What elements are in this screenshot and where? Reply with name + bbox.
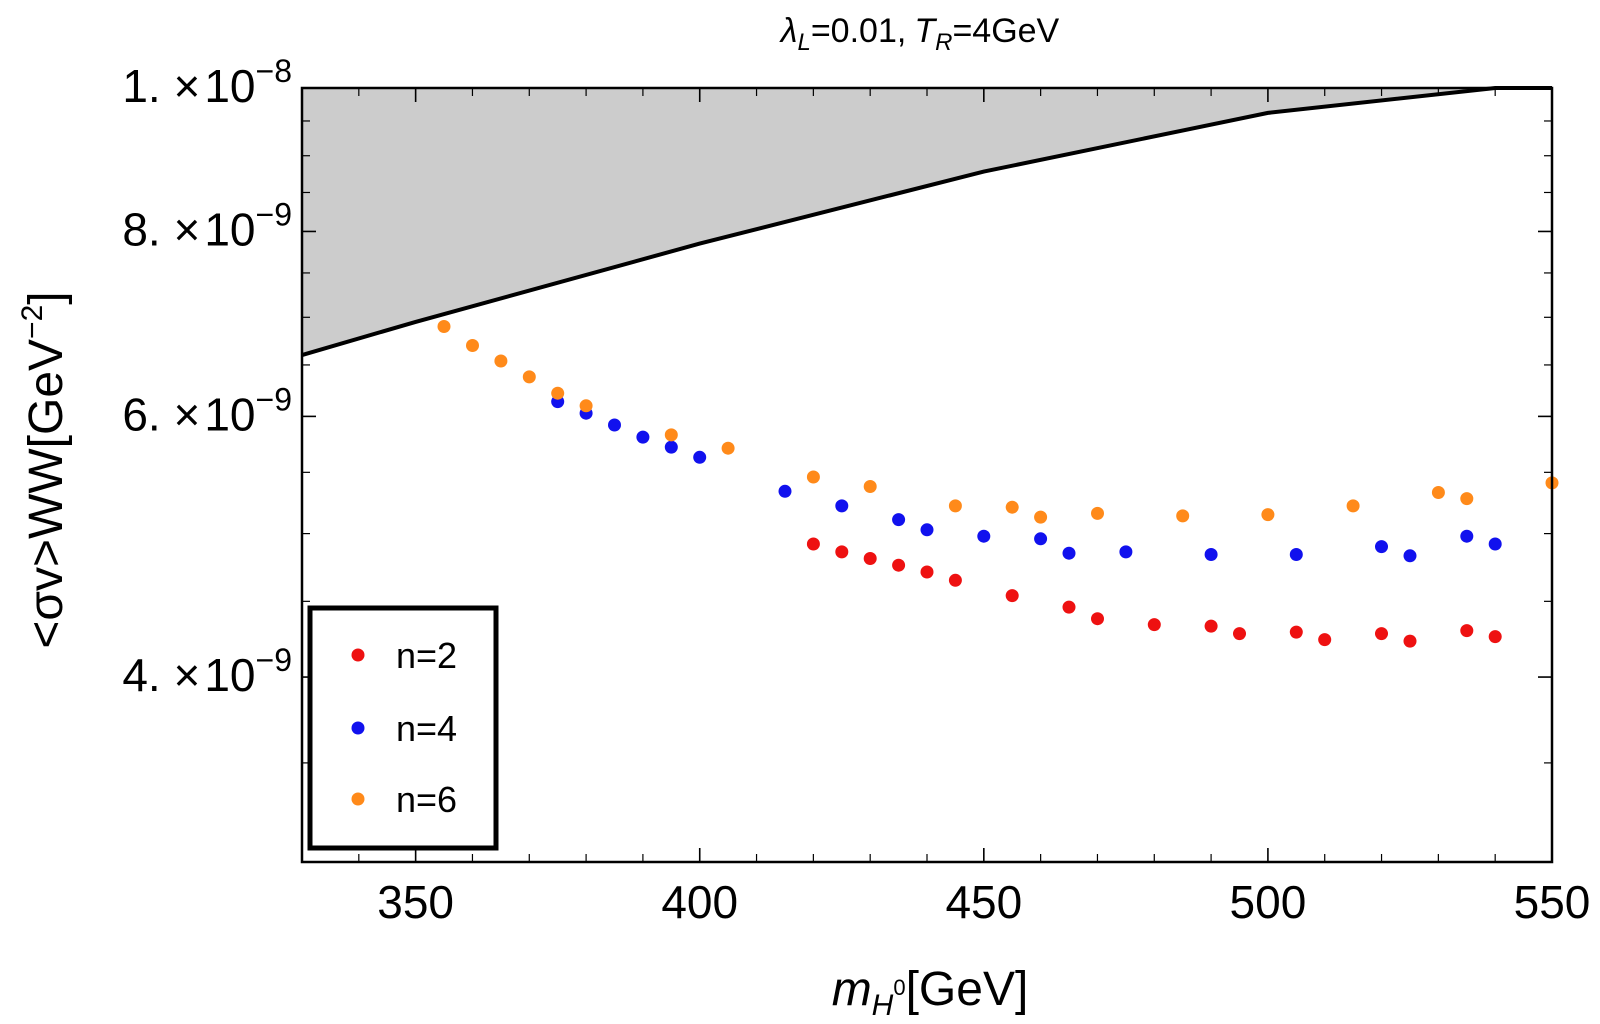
point-n4 [892, 513, 906, 527]
point-n4 [1460, 529, 1474, 543]
point-n2 [806, 537, 820, 551]
y-tick-label: 6. ×10−9 [122, 381, 292, 440]
point-n6 [1091, 506, 1104, 520]
point-n6 [948, 499, 962, 513]
point-n4 [1289, 548, 1303, 561]
x-tick-label: 400 [661, 876, 738, 928]
x-tick-label: 450 [945, 876, 1022, 928]
legend-marker-n4 [351, 721, 365, 735]
axis-ticks [302, 87, 1553, 862]
x-tick-label: 350 [377, 876, 454, 928]
point-n4 [1488, 537, 1502, 551]
point-n2 [1005, 589, 1019, 603]
point-n4 [1204, 548, 1218, 561]
point-n4 [636, 430, 650, 444]
point-n6 [1176, 509, 1190, 523]
point-n6 [806, 470, 820, 484]
point-n4 [1375, 540, 1388, 554]
y-tick-labels: 4. ×10−9 6. ×10−9 8. ×10−9 1. ×10−8 [122, 53, 292, 701]
point-n6 [494, 354, 508, 368]
point-n2 [1062, 600, 1076, 614]
point-n6 [1431, 486, 1445, 499]
point-n4 [1119, 545, 1133, 559]
point-n2 [835, 545, 849, 559]
x-axis-title: mH0[GeV] [832, 963, 1029, 1022]
point-n2 [1147, 618, 1161, 632]
point-n2 [1091, 612, 1104, 626]
point-n4 [1034, 532, 1048, 546]
legend: n=2 n=4 n=6 [307, 605, 499, 851]
legend-label-n4: n=4 [396, 708, 457, 749]
data-points [437, 320, 1559, 648]
x-tick-labels: 350 400 450 500 550 [377, 876, 1590, 928]
point-n6 [721, 441, 735, 455]
point-n4 [693, 450, 707, 464]
point-n2 [1233, 627, 1246, 641]
point-n2 [1488, 630, 1502, 644]
point-n2 [1375, 627, 1388, 641]
plot-frame [300, 86, 1554, 864]
point-n2 [1403, 634, 1417, 648]
point-n2 [863, 552, 877, 565]
point-n6 [863, 480, 877, 493]
point-n4 [608, 418, 621, 432]
chart-title: λL=0.01, TR=4GeV [779, 12, 1060, 56]
point-n6 [466, 339, 479, 352]
point-n6 [551, 386, 565, 400]
point-n2 [1289, 625, 1303, 639]
legend-marker-n2 [351, 648, 365, 662]
y-tick-label: 1. ×10−8 [122, 53, 292, 112]
point-n6 [1346, 499, 1360, 513]
point-n2 [1318, 633, 1332, 647]
point-n4 [1062, 546, 1076, 560]
point-n6 [1460, 492, 1474, 506]
point-n2 [920, 565, 934, 579]
x-tick-label: 500 [1230, 876, 1307, 928]
excluded-region [302, 88, 1552, 356]
y-axis-title: <σv>WW[GeV−2] [16, 291, 73, 648]
legend-marker-n6 [351, 792, 365, 806]
point-n4 [664, 440, 678, 454]
point-n4 [778, 484, 792, 498]
point-n2 [892, 558, 906, 572]
point-n6 [437, 320, 451, 333]
point-n4 [920, 523, 934, 537]
point-n6 [1261, 508, 1275, 522]
y-tick-label: 8. ×10−9 [122, 196, 292, 255]
point-n6 [579, 399, 593, 413]
point-n4 [977, 529, 991, 543]
point-n2 [1204, 619, 1218, 633]
legend-label-n6: n=6 [396, 779, 457, 820]
point-n2 [948, 573, 962, 587]
point-n2 [1460, 624, 1474, 638]
point-n6 [522, 370, 536, 384]
point-n6 [1034, 510, 1048, 524]
point-n6 [664, 428, 678, 442]
point-n6 [1005, 500, 1019, 514]
point-n4 [1403, 549, 1417, 563]
point-n4 [835, 499, 849, 513]
x-tick-label: 550 [1514, 876, 1591, 928]
legend-box [307, 605, 499, 851]
y-tick-label: 4. ×10−9 [122, 642, 292, 701]
legend-label-n2: n=2 [396, 635, 457, 676]
